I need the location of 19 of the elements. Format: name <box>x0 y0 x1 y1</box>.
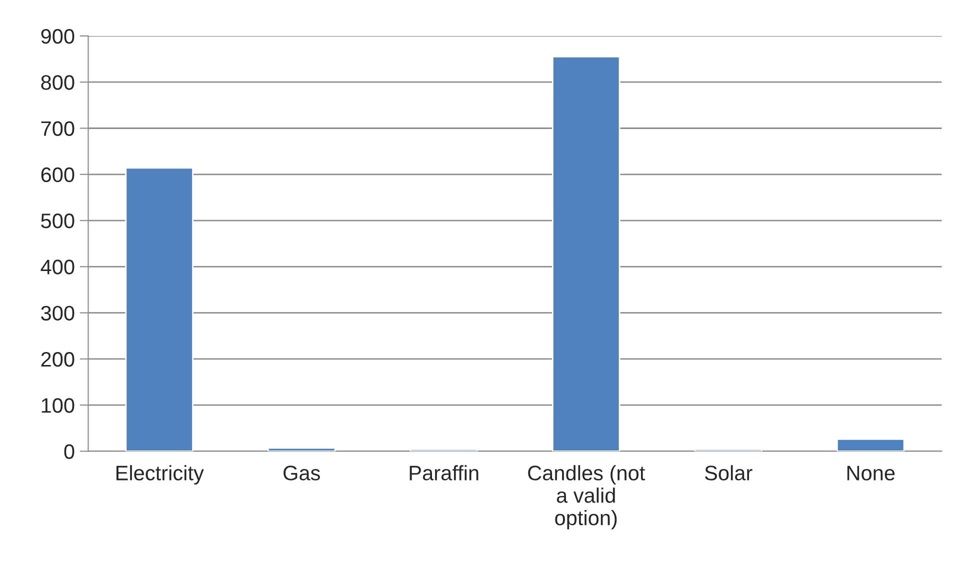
y-tick-label: 400 <box>40 260 74 274</box>
x-tick-label: Solar <box>704 465 752 480</box>
x-tick-label: Paraffin <box>410 465 478 480</box>
x-tick-label: Electricity <box>116 465 204 485</box>
y-tick-label: 800 <box>41 75 74 90</box>
x-tick-label: Gas <box>284 466 320 480</box>
bar <box>836 438 905 452</box>
y-tick-label: 700 <box>41 121 74 136</box>
y-tick-label: 200 <box>41 352 74 367</box>
y-tick-label: 0 <box>64 444 74 459</box>
x-tick-label: None <box>847 466 895 480</box>
x-tick-label: Candles (not a valid option) <box>528 465 646 530</box>
y-tick-label: 900 <box>41 28 74 44</box>
bar <box>552 56 620 452</box>
y-tick-label: 300 <box>41 306 74 321</box>
y-tick-label: 600 <box>41 167 74 182</box>
bar <box>125 167 194 452</box>
y-tick-label: 100 <box>42 398 74 413</box>
y-tick-label: 500 <box>41 214 74 228</box>
